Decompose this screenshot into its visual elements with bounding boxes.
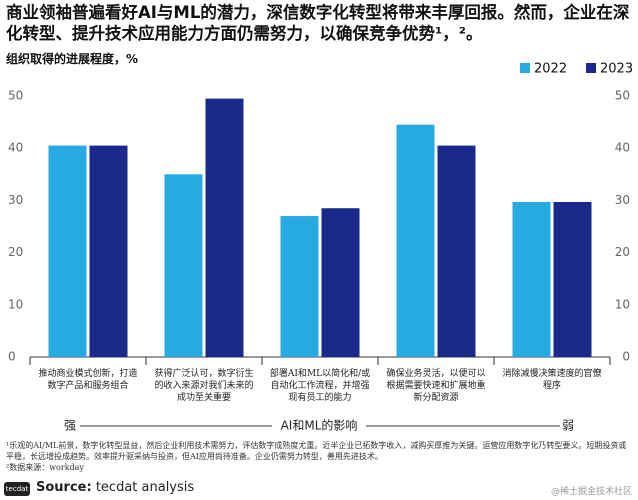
y2-tick-label: 20	[615, 245, 630, 259]
legend-label: 2022	[534, 62, 567, 77]
x-axis-label: AI和ML的影响	[281, 418, 358, 433]
legend-label: 2023	[600, 62, 633, 77]
y2-tick-label: 50	[615, 89, 630, 103]
footnotes: ¹乐观的AI/ML前景，数字化转型显益，然后企业利用技术需努力，评估数字成熟度尤…	[6, 440, 632, 473]
watermark: @稀土掘金技术社区	[550, 487, 632, 497]
x-tick-label: 获得广泛认可，数字衍生的收入来源对我们未来的成功至关重要	[154, 369, 254, 403]
y2-tick-label: 0	[622, 350, 630, 364]
y2-tick-label: 40	[615, 141, 630, 155]
bar	[437, 145, 476, 357]
bar	[512, 201, 551, 357]
bar	[164, 174, 203, 357]
bar	[89, 145, 128, 357]
x-tick-label: 推动商业模式创新，打造数字产品和服务组合	[38, 369, 138, 391]
x-tick-label: 部署AI和ML以简化和/或自动化工作流程，并增强现有员工的能力	[269, 369, 371, 403]
footnote: ¹乐观的AI/ML前景，数字化转型显益，然后企业利用技术需努力，评估数字成熟度尤…	[6, 441, 627, 461]
y-tick-label: 40	[8, 141, 23, 155]
y-tick-label: 20	[8, 245, 23, 259]
y-tick-label: 0	[8, 350, 16, 364]
source-text: tecdat analysis	[95, 480, 195, 495]
logo: tecdat	[4, 482, 30, 496]
footnote: ²数据来源：workday	[6, 463, 84, 472]
impact-strong: 强	[64, 419, 76, 433]
x-tick-label: 确保业务灵活，以便可以根据需要快速和扩展地重新分配资源	[386, 369, 486, 403]
chart-title: 商业领袖普遍看好AI与ML的潜力，深信数字化转型将带来丰厚回报。然而，企业在深化…	[6, 3, 630, 43]
legend-swatch	[520, 63, 530, 73]
bar	[321, 208, 360, 357]
y2-tick-label: 30	[615, 193, 630, 207]
chart-subtitle: 组织取得的进展程度，%	[6, 52, 139, 66]
y-tick-label: 10	[8, 297, 23, 311]
source: Source: tecdat analysis	[36, 480, 194, 495]
y-tick-label: 50	[8, 89, 23, 103]
x-tick-label: 消除减慢决策速度的官僚程序	[502, 369, 602, 391]
bar	[553, 201, 592, 357]
label-bg	[272, 418, 366, 434]
impact-weak: 弱	[562, 419, 574, 433]
y2-tick-label: 10	[615, 297, 630, 311]
bar	[205, 98, 244, 358]
bar	[48, 145, 87, 357]
bar	[280, 216, 319, 357]
bar	[396, 124, 435, 358]
legend-swatch	[586, 63, 596, 73]
y-tick-label: 30	[8, 193, 23, 207]
source-label: Source:	[36, 480, 92, 495]
